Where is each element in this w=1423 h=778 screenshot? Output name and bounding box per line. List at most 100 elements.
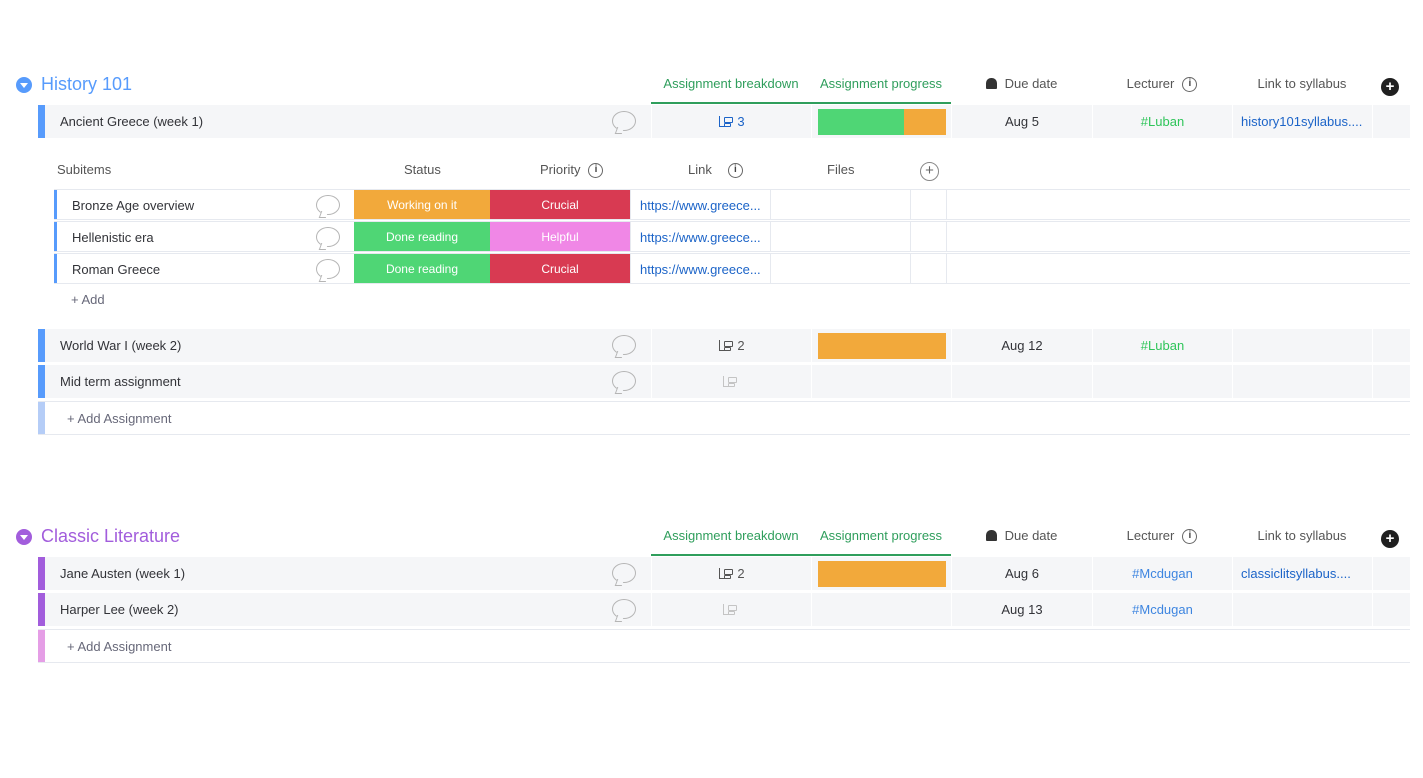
files-cell[interactable] xyxy=(770,222,910,251)
group-title[interactable]: History 101 xyxy=(41,74,133,94)
item-name[interactable]: Mid term assignment xyxy=(60,374,181,389)
subitems-files-header[interactable]: Files xyxy=(827,162,855,177)
lecturer-cell[interactable]: #Mcdugan xyxy=(1092,593,1232,626)
add-column-icon[interactable]: + xyxy=(1381,530,1399,548)
item-name[interactable]: World War I (week 2) xyxy=(60,338,182,353)
subitems-link-header[interactable]: Link i xyxy=(688,160,743,180)
subitems-icon xyxy=(722,604,737,617)
comment-icon[interactable] xyxy=(612,335,636,355)
progress-working xyxy=(818,333,946,359)
subitems-priority-header[interactable]: Priority i xyxy=(540,160,604,180)
table-row[interactable]: Jane Austen (week 1) 2 Aug 6 #Mcdugan cl… xyxy=(38,557,1410,591)
syllabus-link[interactable]: history101syllabus.... xyxy=(1232,105,1372,138)
breakdown-cell[interactable]: 3 xyxy=(651,105,811,138)
due-date-cell[interactable]: Aug 6 xyxy=(951,557,1092,590)
row-color-bar xyxy=(38,105,45,138)
table-row[interactable]: World War I (week 2) 2 Aug 12 #Luban xyxy=(38,329,1410,363)
files-cell[interactable] xyxy=(770,254,910,283)
progress-cell xyxy=(811,105,951,138)
status-cell[interactable]: Working on it xyxy=(354,190,490,219)
progress-working xyxy=(904,109,946,135)
lecturer-cell[interactable]: #Mcdugan xyxy=(1092,557,1232,590)
syllabus-link[interactable] xyxy=(1232,593,1372,626)
status-cell[interactable]: Done reading xyxy=(354,254,490,283)
comment-icon[interactable] xyxy=(612,599,636,619)
add-assignment-button[interactable]: + Add Assignment xyxy=(67,639,172,654)
add-subitem-column-icon[interactable]: + xyxy=(920,162,939,181)
item-name[interactable]: Ancient Greece (week 1) xyxy=(60,114,204,129)
group-title[interactable]: Classic Literature xyxy=(41,526,181,546)
comment-icon[interactable] xyxy=(612,371,636,391)
syllabus-link[interactable]: classiclitsyllabus.... xyxy=(1232,557,1372,590)
lecturer-cell[interactable]: #Luban xyxy=(1092,105,1232,138)
table-row[interactable]: Harper Lee (week 2) Aug 13 #Mcdugan xyxy=(38,593,1410,627)
column-header-due-date[interactable]: Due date xyxy=(951,74,1092,94)
column-header-due-date[interactable]: Due date xyxy=(951,526,1092,546)
column-header-breakdown[interactable]: Assignment breakdown xyxy=(651,526,811,556)
progress-cell xyxy=(811,593,951,626)
lecturer-label: Lecturer xyxy=(1126,528,1175,543)
info-icon[interactable]: i xyxy=(1182,529,1198,545)
syllabus-link[interactable] xyxy=(1232,365,1372,398)
breakdown-cell[interactable] xyxy=(651,365,811,398)
column-header-lecturer[interactable]: Lecturer i xyxy=(1092,526,1232,546)
breakdown-cell[interactable]: 2 xyxy=(651,329,811,362)
row-color-bar xyxy=(38,557,45,590)
column-header-breakdown[interactable]: Assignment breakdown xyxy=(651,74,811,104)
collapse-icon[interactable] xyxy=(16,77,32,93)
priority-cell[interactable]: Helpful xyxy=(490,222,630,251)
breakdown-cell[interactable]: 2 xyxy=(651,557,811,590)
subitem-name[interactable]: Bronze Age overview xyxy=(72,198,195,213)
column-header-progress[interactable]: Assignment progress xyxy=(811,74,951,104)
comment-icon[interactable] xyxy=(316,195,340,215)
due-date-cell[interactable]: Aug 5 xyxy=(951,105,1092,138)
files-cell[interactable] xyxy=(770,190,910,219)
lecturer-cell[interactable] xyxy=(1092,365,1232,398)
add-subitem-button[interactable]: + Add xyxy=(71,292,105,307)
info-icon[interactable]: i xyxy=(727,163,743,179)
comment-icon[interactable] xyxy=(316,227,340,247)
comment-icon[interactable] xyxy=(316,259,340,279)
subitems-status-header[interactable]: Status xyxy=(404,162,441,177)
column-header-syllabus[interactable]: Link to syllabus xyxy=(1257,76,1347,91)
empty-cell xyxy=(1372,105,1410,138)
subitem-row[interactable]: Hellenistic era Done reading Helpful htt… xyxy=(54,221,1410,252)
lecturer-cell[interactable]: #Luban xyxy=(1092,329,1232,362)
subitems-icon xyxy=(718,116,734,129)
row-color-bar xyxy=(38,593,45,626)
subitem-link[interactable]: https://www.greece... xyxy=(630,254,770,283)
add-column-icon[interactable]: + xyxy=(1381,78,1399,96)
priority-cell[interactable]: Crucial xyxy=(490,254,630,283)
item-name[interactable]: Harper Lee (week 2) xyxy=(60,602,179,617)
breakdown-cell[interactable] xyxy=(651,593,811,626)
collapse-icon[interactable] xyxy=(16,529,32,545)
column-header-lecturer[interactable]: Lecturer i xyxy=(1092,74,1232,94)
comment-icon[interactable] xyxy=(612,111,636,131)
row-color-bar xyxy=(38,402,45,434)
column-header-progress[interactable]: Assignment progress xyxy=(811,526,951,556)
status-cell[interactable]: Done reading xyxy=(354,222,490,251)
subitem-row[interactable]: Roman Greece Done reading Crucial https:… xyxy=(54,253,1410,284)
subitem-row[interactable]: Bronze Age overview Working on it Crucia… xyxy=(54,189,1410,220)
info-icon[interactable]: i xyxy=(1182,77,1198,93)
table-row[interactable]: Ancient Greece (week 1) 3 Aug 5 #Luban h… xyxy=(38,105,1410,139)
add-assignment-row[interactable]: + Add Assignment xyxy=(38,401,1410,435)
comment-icon[interactable] xyxy=(612,563,636,583)
subitem-link[interactable]: https://www.greece... xyxy=(630,190,770,219)
due-date-cell[interactable]: Aug 12 xyxy=(951,329,1092,362)
priority-cell[interactable]: Crucial xyxy=(490,190,630,219)
add-assignment-button[interactable]: + Add Assignment xyxy=(67,411,172,426)
subitem-name[interactable]: Hellenistic era xyxy=(72,230,154,245)
subitems-icon xyxy=(722,376,737,389)
due-date-cell[interactable] xyxy=(951,365,1092,398)
add-assignment-row[interactable]: + Add Assignment xyxy=(38,629,1410,663)
table-row[interactable]: Mid term assignment xyxy=(38,365,1410,399)
syllabus-link[interactable] xyxy=(1232,329,1372,362)
info-icon[interactable]: i xyxy=(588,163,604,179)
subitem-link[interactable]: https://www.greece... xyxy=(630,222,770,251)
column-header-syllabus[interactable]: Link to syllabus xyxy=(1257,528,1347,543)
item-name[interactable]: Jane Austen (week 1) xyxy=(60,566,186,581)
subitem-name[interactable]: Roman Greece xyxy=(72,262,161,277)
progress-done xyxy=(818,109,904,135)
due-date-cell[interactable]: Aug 13 xyxy=(951,593,1092,626)
